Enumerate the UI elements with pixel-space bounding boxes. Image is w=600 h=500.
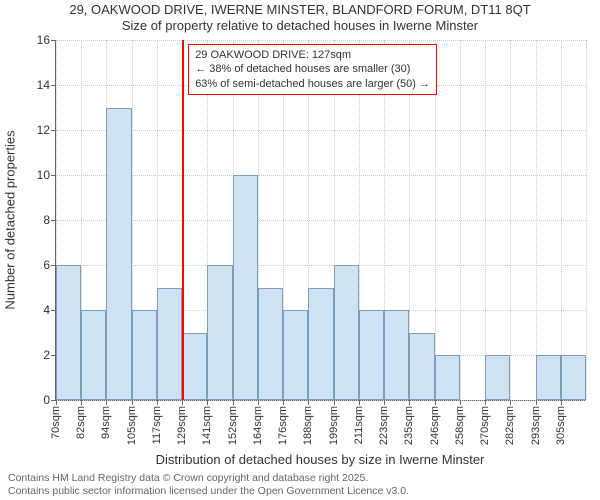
ytick-label: 16 bbox=[37, 33, 56, 47]
histogram-bar bbox=[561, 355, 586, 400]
xtick-label: 188sqm bbox=[302, 406, 314, 445]
histogram-bar bbox=[56, 265, 81, 400]
xtick-label: 94sqm bbox=[100, 406, 112, 439]
xtick-label: 211sqm bbox=[353, 406, 365, 444]
ytick-label: 8 bbox=[43, 213, 56, 227]
xtick-label: 235sqm bbox=[403, 406, 415, 445]
histogram-bar bbox=[258, 288, 283, 401]
histogram-bar bbox=[207, 265, 232, 400]
xtick-label: 82sqm bbox=[75, 406, 87, 439]
xtick-mark bbox=[359, 400, 360, 405]
grid-h bbox=[56, 175, 586, 176]
xtick-label: 117sqm bbox=[151, 406, 163, 444]
histogram-bar bbox=[81, 310, 106, 400]
xtick-label: 152sqm bbox=[227, 406, 239, 445]
histogram-bar bbox=[409, 333, 434, 401]
histogram-bar bbox=[334, 265, 359, 400]
xtick-mark bbox=[233, 400, 234, 405]
ytick-label: 10 bbox=[37, 168, 56, 182]
xtick-mark bbox=[485, 400, 486, 405]
xtick-label: 282sqm bbox=[504, 406, 516, 445]
xtick-mark bbox=[460, 400, 461, 405]
xtick-mark bbox=[182, 400, 183, 405]
ytick-label: 6 bbox=[43, 258, 56, 272]
annotation-line1: ← 38% of detached houses are smaller (30… bbox=[195, 62, 430, 76]
grid-v bbox=[485, 40, 486, 400]
ytick-label: 4 bbox=[43, 303, 56, 317]
ytick-label: 14 bbox=[37, 78, 56, 92]
histogram-bar bbox=[308, 288, 333, 401]
grid-h bbox=[56, 40, 586, 41]
xtick-label: 199sqm bbox=[328, 406, 340, 445]
xtick-label: 164sqm bbox=[252, 406, 264, 445]
plot-area: 024681012141670sqm82sqm94sqm105sqm117sqm… bbox=[55, 40, 586, 401]
chart-title: 29, OAKWOOD DRIVE, IWERNE MINSTER, BLAND… bbox=[0, 2, 600, 35]
grid-h bbox=[56, 265, 586, 266]
footer-line2: Contains public sector information licen… bbox=[8, 485, 409, 498]
grid-h bbox=[56, 220, 586, 221]
xtick-mark bbox=[409, 400, 410, 405]
xtick-mark bbox=[132, 400, 133, 405]
xtick-label: 246sqm bbox=[429, 406, 441, 445]
grid-v bbox=[586, 40, 587, 400]
histogram-bar bbox=[106, 108, 131, 401]
xtick-mark bbox=[207, 400, 208, 405]
xtick-mark bbox=[81, 400, 82, 405]
ytick-label: 2 bbox=[43, 348, 56, 362]
ytick-label: 0 bbox=[43, 393, 56, 407]
xtick-label: 223sqm bbox=[378, 406, 390, 445]
histogram-bar bbox=[157, 288, 182, 401]
xtick-label: 270sqm bbox=[479, 406, 491, 445]
xtick-mark bbox=[536, 400, 537, 405]
xtick-label: 129sqm bbox=[176, 406, 188, 445]
xtick-label: 305sqm bbox=[555, 406, 567, 445]
xtick-mark bbox=[157, 400, 158, 405]
y-axis-label: Number of detached properties bbox=[3, 130, 18, 309]
xtick-mark bbox=[258, 400, 259, 405]
xtick-label: 293sqm bbox=[530, 406, 542, 445]
annotation-box: 29 OAKWOOD DRIVE: 127sqm← 38% of detache… bbox=[188, 44, 437, 95]
chart-container: 29, OAKWOOD DRIVE, IWERNE MINSTER, BLAND… bbox=[0, 0, 600, 500]
grid-v bbox=[536, 40, 537, 400]
xtick-mark bbox=[106, 400, 107, 405]
grid-h bbox=[56, 400, 586, 401]
grid-v bbox=[510, 40, 511, 400]
xtick-mark bbox=[384, 400, 385, 405]
xtick-mark bbox=[308, 400, 309, 405]
grid-h bbox=[56, 130, 586, 131]
grid-v bbox=[460, 40, 461, 400]
histogram-bar bbox=[384, 310, 409, 400]
histogram-bar bbox=[283, 310, 308, 400]
histogram-bar bbox=[233, 175, 258, 400]
histogram-bar bbox=[359, 310, 384, 400]
ytick-label: 12 bbox=[37, 123, 56, 137]
xtick-label: 141sqm bbox=[201, 406, 213, 445]
xtick-label: 258sqm bbox=[454, 406, 466, 445]
xtick-mark bbox=[435, 400, 436, 405]
xtick-mark bbox=[283, 400, 284, 405]
histogram-bar bbox=[536, 355, 561, 400]
xtick-label: 105sqm bbox=[126, 406, 138, 445]
histogram-bar bbox=[435, 355, 460, 400]
xtick-mark bbox=[56, 400, 57, 405]
xtick-mark bbox=[510, 400, 511, 405]
x-axis-label: Distribution of detached houses by size … bbox=[55, 452, 585, 467]
histogram-bar bbox=[485, 355, 510, 400]
annotation-marker-label: 29 OAKWOOD DRIVE: 127sqm bbox=[195, 48, 430, 62]
title-line1: 29, OAKWOOD DRIVE, IWERNE MINSTER, BLAND… bbox=[0, 2, 600, 18]
grid-v bbox=[561, 40, 562, 400]
annotation-line2: 63% of semi-detached houses are larger (… bbox=[195, 77, 430, 91]
histogram-bar bbox=[182, 333, 207, 401]
xtick-mark bbox=[561, 400, 562, 405]
histogram-bar bbox=[132, 310, 157, 400]
title-line2: Size of property relative to detached ho… bbox=[0, 18, 600, 34]
footer-attribution: Contains HM Land Registry data © Crown c… bbox=[8, 472, 409, 498]
xtick-label: 70sqm bbox=[50, 406, 62, 439]
footer-line1: Contains HM Land Registry data © Crown c… bbox=[8, 472, 409, 485]
subject-marker-line bbox=[182, 40, 184, 400]
xtick-mark bbox=[334, 400, 335, 405]
xtick-label: 176sqm bbox=[277, 406, 289, 445]
